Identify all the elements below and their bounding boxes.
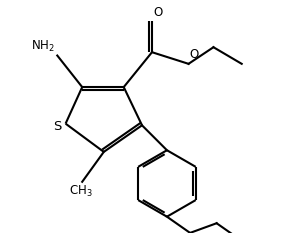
Text: NH$_2$: NH$_2$	[31, 39, 55, 54]
Text: S: S	[53, 120, 62, 133]
Text: O: O	[190, 48, 199, 61]
Text: O: O	[154, 6, 163, 19]
Text: CH$_3$: CH$_3$	[69, 183, 92, 199]
